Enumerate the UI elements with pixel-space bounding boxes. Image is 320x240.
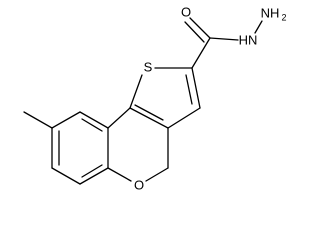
atom-label: NH <box>261 5 280 20</box>
bonds <box>23 17 263 185</box>
page: {"labels": {"sulfur": "S", "carbonyl_oxy… <box>23 4 287 193</box>
atom-label: O <box>181 4 191 19</box>
structure-diagram: S O O HN NH 2 <box>23 4 287 192</box>
atom-label: O <box>134 177 144 192</box>
atom-label: S <box>144 59 153 74</box>
atom-label: HN <box>239 32 258 47</box>
atom-subscript: 2 <box>281 12 286 22</box>
